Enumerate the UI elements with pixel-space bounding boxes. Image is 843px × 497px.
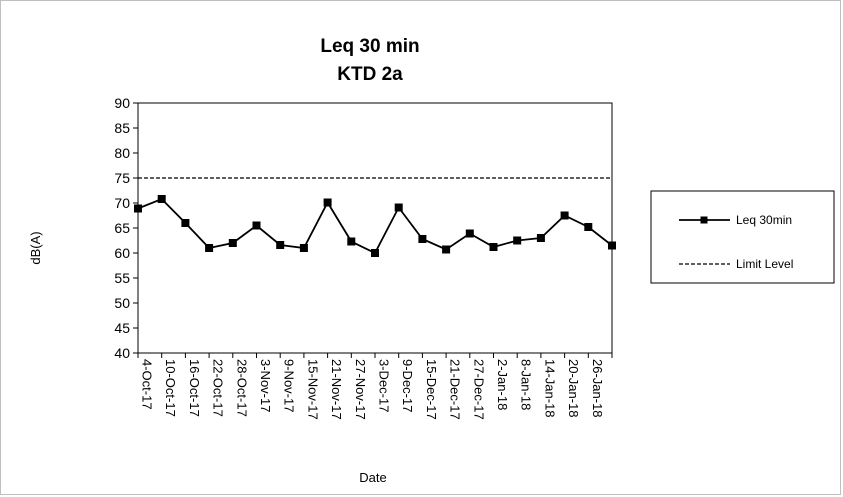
leq-data-point (323, 198, 332, 207)
y-tick-label: 55 (114, 270, 130, 286)
y-axis-label: dB(A) (28, 231, 43, 264)
x-tick-label: 3-Dec-17 (377, 359, 392, 412)
x-tick-label: 27-Dec-17 (471, 359, 486, 420)
x-tick-label: 26-Jan-18 (590, 359, 605, 418)
x-tick-label: 20-Jan-18 (566, 359, 581, 418)
x-tick-label: 10-Oct-17 (163, 359, 178, 417)
y-tick-label: 75 (114, 170, 130, 186)
leq-data-point (371, 249, 379, 257)
y-tick-label: 85 (114, 120, 130, 136)
legend-box (650, 190, 835, 284)
leq-data-point (394, 203, 403, 212)
leq-data-point (134, 204, 142, 213)
x-tick-label: 4-Oct-17 (140, 359, 155, 410)
leq-data-point (489, 243, 498, 251)
x-tick-label: 14-Jan-18 (542, 359, 557, 418)
x-tick-label: 15-Nov-17 (305, 359, 320, 420)
legend: Leq 30min Limit Level (650, 190, 835, 284)
chart-subtitle: KTD 2a (337, 64, 403, 85)
y-tick-label: 45 (114, 320, 130, 336)
x-tick-label: 27-Nov-17 (353, 359, 368, 420)
x-tick-label: 9-Dec-17 (400, 359, 415, 412)
legend-marker-leq (700, 216, 708, 224)
x-tick-label: 22-Oct-17 (211, 359, 226, 417)
x-tick-label: 21-Dec-17 (448, 359, 463, 420)
x-tick-label: 9-Nov-17 (282, 359, 297, 412)
x-tick-label: 2-Jan-18 (495, 359, 510, 410)
chart-title: Leq 30 min (320, 36, 419, 57)
leq-data-point (205, 244, 214, 252)
leq-data-point (157, 195, 166, 203)
y-axis: 40 45 50 55 60 65 70 75 80 85 90 (114, 95, 138, 361)
leq-data-point (442, 245, 451, 254)
leq-data-point (513, 236, 522, 245)
plot-area (137, 102, 613, 354)
y-tick-label: 65 (114, 220, 130, 236)
leq-data-point (418, 235, 427, 243)
y-tick-label: 60 (114, 245, 130, 261)
legend-label-leq: Leq 30min (736, 213, 792, 227)
leq-data-point (228, 239, 237, 247)
leq-data-point (536, 234, 545, 242)
y-tick-label: 80 (114, 145, 130, 161)
x-tick-label: 21-Nov-17 (329, 359, 344, 420)
leq-data-point (560, 211, 569, 220)
leq-data-point (181, 219, 190, 227)
leq-data-point (299, 244, 308, 252)
leq-data-point (584, 223, 593, 231)
leq-data-point (347, 237, 356, 246)
x-tick-label: 8-Jan-18 (519, 359, 534, 410)
leq-data-point (252, 221, 261, 230)
x-tick-label: 16-Oct-17 (187, 359, 202, 417)
x-tick-label: 3-Nov-17 (258, 359, 273, 412)
y-tick-label: 50 (114, 295, 130, 311)
x-axis: 4-Oct-17 10-Oct-17 16-Oct-17 22-Oct-17 28-Oc… (137, 353, 613, 420)
legend-label-limit: Limit Level (736, 257, 793, 271)
x-tick-label: 15-Dec-17 (424, 359, 439, 420)
x-tick-label: 28-Oct-17 (234, 359, 249, 417)
series-layer (134, 177, 616, 257)
leq-data-point (276, 241, 285, 249)
leq-data-point (608, 241, 616, 250)
x-axis-label: Date (359, 470, 386, 485)
y-tick-label: 40 (114, 345, 130, 361)
y-tick-label: 70 (114, 195, 130, 211)
leq-data-point (465, 229, 474, 238)
y-tick-label: 90 (114, 95, 130, 111)
